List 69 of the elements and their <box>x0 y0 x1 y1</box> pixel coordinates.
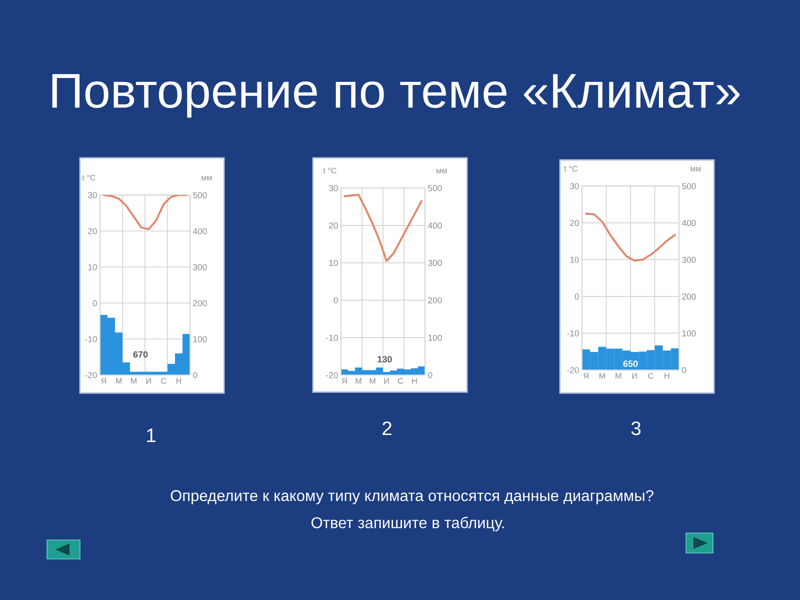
y-tick-label: -10 <box>326 334 338 341</box>
y2-axis-title: мм <box>202 176 212 180</box>
x-tick-label: Н <box>412 378 417 384</box>
y2-axis-title: мм <box>436 169 447 174</box>
text: 1 <box>147 428 156 442</box>
x-tick-label: М <box>370 378 376 384</box>
y2-tick-label: 500 <box>682 183 696 190</box>
y2-tick-label: 100 <box>193 336 207 342</box>
y2-tick-label: 100 <box>428 334 442 341</box>
x-tick-label: И <box>632 373 637 379</box>
y-tick-label: 10 <box>329 260 338 266</box>
y-tick-label: 20 <box>570 220 579 226</box>
y-tick-label: 0 <box>334 297 338 304</box>
x-tick-label: С <box>648 372 654 379</box>
x-tick-label: М <box>356 378 362 384</box>
text: Ответ запишите в таблицу. <box>311 516 504 532</box>
x-tick-label: И <box>384 378 389 384</box>
x-tick-label: М <box>616 373 622 379</box>
annotation: 670 <box>133 351 148 358</box>
y2-tick-label: 200 <box>682 294 696 300</box>
x-tick-label: М <box>131 378 136 384</box>
x-tick-label: С <box>161 378 166 384</box>
y-axis-title: t °C <box>564 166 578 172</box>
y2-tick-label: 400 <box>682 220 696 226</box>
x-tick-label: Н <box>176 378 181 384</box>
y2-tick-label: 400 <box>428 222 442 229</box>
y2-tick-label: 0 <box>428 372 432 378</box>
y2-tick-label: 500 <box>428 185 442 192</box>
y-tick-label: 30 <box>88 192 97 198</box>
y-tick-label: 0 <box>574 294 579 300</box>
y-tick-label: -20 <box>326 372 338 378</box>
x-tick-label: С <box>398 378 404 384</box>
y-tick-label: 30 <box>570 183 579 190</box>
x-tick-label: М <box>600 373 605 379</box>
y-tick-label: -10 <box>85 336 97 342</box>
y2-tick-label: 300 <box>193 264 207 270</box>
y-tick-label: 20 <box>88 228 97 234</box>
y-tick-label: -20 <box>567 367 579 374</box>
y-tick-label: -10 <box>567 330 579 336</box>
y2-tick-label: 100 <box>682 330 696 336</box>
y2-tick-label: 300 <box>428 260 442 266</box>
y2-axis-title: мм <box>690 167 701 172</box>
x-tick-label: Н <box>664 373 670 379</box>
y2-tick-label: 400 <box>192 228 207 234</box>
x-tick-label: Я <box>584 373 588 379</box>
y2-tick-label: 500 <box>193 192 207 198</box>
x-tick-label: Я <box>342 378 347 384</box>
y2-tick-label: 0 <box>682 367 686 374</box>
y-tick-label: 30 <box>328 185 338 192</box>
y-tick-label: 0 <box>92 300 97 306</box>
annotation: 130 <box>378 356 392 362</box>
y2-tick-label: 300 <box>682 256 696 263</box>
text: 2 <box>382 421 392 436</box>
y-axis-title: t °C <box>82 174 96 180</box>
x-tick-label: И <box>146 378 151 384</box>
x-tick-label: М <box>116 378 122 384</box>
y2-tick-label: 200 <box>193 300 207 306</box>
text: Определите к какому типу климата относятся данные диаграммы? <box>170 490 654 504</box>
text: 3 <box>631 421 641 436</box>
y-tick-label: -20 <box>85 372 97 378</box>
x-tick-label: Я <box>101 378 106 384</box>
y2-tick-label: 0 <box>193 372 198 378</box>
y2-tick-label: 200 <box>428 297 442 304</box>
y-axis-title: t °C <box>323 168 336 174</box>
y-tick-label: 20 <box>329 222 338 229</box>
y-tick-label: 10 <box>88 264 97 270</box>
annotation: 650 <box>623 360 638 367</box>
y-tick-label: 10 <box>570 256 579 263</box>
text: Повторение по теме «Климат» <box>52 74 740 118</box>
